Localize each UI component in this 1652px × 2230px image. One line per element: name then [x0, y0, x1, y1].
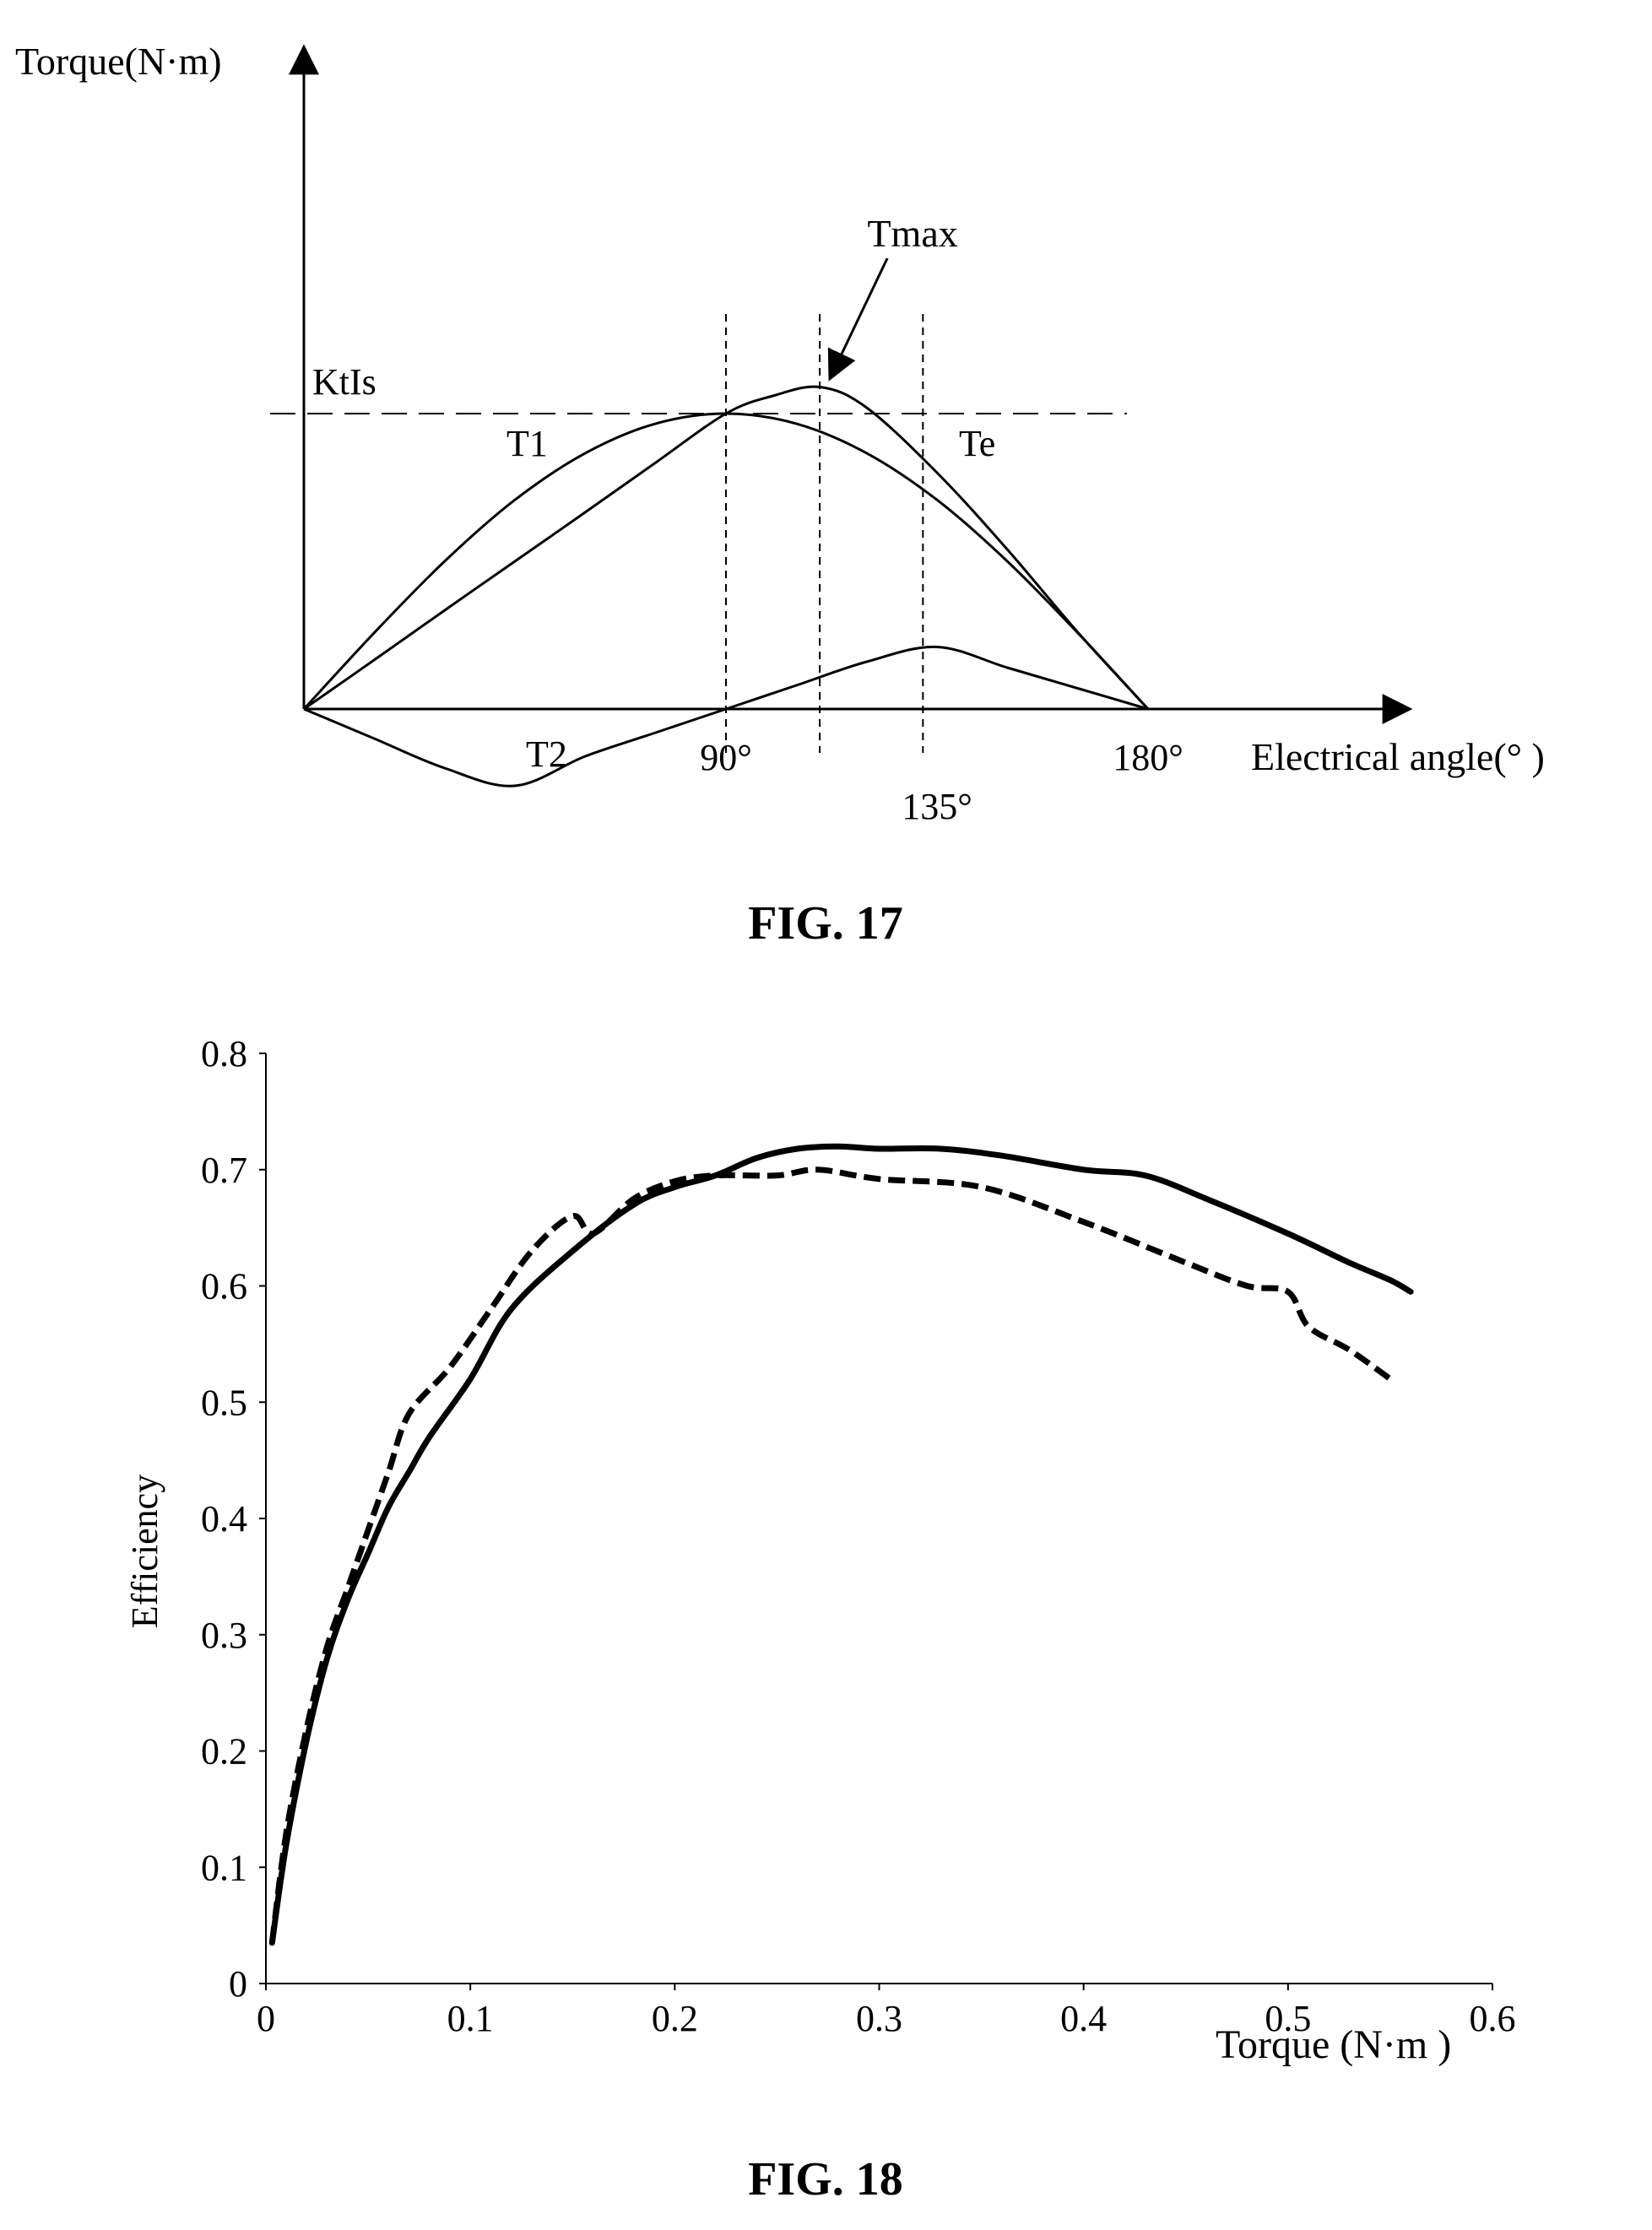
- fig17-reference-lines: [270, 314, 1127, 753]
- fig18-x-tick-label: 0.2: [652, 1998, 698, 2039]
- fig17-x-axis-label: Electrical angle(° ): [1251, 735, 1545, 778]
- fig18-x-tick-label: 0.3: [856, 1998, 902, 2039]
- fig17-chart: Torque(N·m) Electrical angle(° ) 90° 135°…: [15, 40, 1545, 950]
- fig18-y-tick-label: 0.4: [201, 1498, 247, 1540]
- fig17-series-line-t2: [303, 645, 1149, 788]
- fig17-x-tick-label: 135°: [902, 786, 972, 827]
- fig18-y-tick-label: 0.2: [201, 1731, 247, 1773]
- fig18-x-tick-label: 0.4: [1060, 1998, 1107, 2039]
- fig17-ref-label-ktis: KtIs: [312, 361, 376, 403]
- fig17-x-tick-label: 90°: [700, 737, 752, 778]
- fig17-annotations: Tmax: [827, 212, 958, 382]
- fig17-series-label-t1: T1: [506, 423, 548, 464]
- fig18-series-line-dashed: [268, 1166, 1392, 1944]
- fig18-chart: 0 0.1 0.2 0.3 0.4 0.5 0.6 0 0.1 0.2 0.3 0.4 0.5 0.6 0.…: [124, 1033, 1516, 2206]
- fig17-series-line-te: [303, 385, 1150, 711]
- fig18-x-tick-label: 0.5: [1265, 1998, 1311, 2039]
- fig18-y-tick-label: 0.1: [201, 1847, 247, 1888]
- fig18-series: [268, 1143, 1414, 1946]
- fig18-x-axis-label: Torque (N·m ): [1216, 2022, 1451, 2067]
- fig18-y-tick-label: 0.5: [201, 1382, 247, 1423]
- fig17-x-tick-label: 180°: [1113, 737, 1183, 778]
- fig17-tick-labels: 90° 135° 180°: [700, 737, 1183, 827]
- fig18-y-tick-label: 0.7: [201, 1150, 247, 1191]
- fig18-x-tick-label: 0: [257, 1998, 275, 2039]
- fig17-y-axis-label: Torque(N·m): [15, 40, 222, 83]
- fig18-tick-labels: 0 0.1 0.2 0.3 0.4 0.5 0.6 0 0.1 0.2 0.3 0.4 0.5 0.6 0.…: [201, 1033, 1516, 2039]
- fig17-annotation-arrow: [827, 257, 889, 382]
- fig18-y-tick-label: 0.6: [201, 1266, 247, 1307]
- fig18-series-line-solid: [268, 1143, 1414, 1946]
- fig18-y-axis-label: Efficiency: [124, 1475, 165, 1628]
- fig17-series: [302, 385, 1150, 788]
- fig18-y-tick-label: 0.3: [201, 1615, 247, 1656]
- fig18-x-tick-label: 0.6: [1470, 1998, 1516, 2039]
- fig17-caption: FIG. 17: [748, 897, 903, 950]
- fig17-axes: [289, 44, 1413, 724]
- fig17-series-label-t2: T2: [526, 733, 567, 775]
- fig18-caption: FIG. 18: [748, 2153, 903, 2206]
- fig18-x-tick-label: 0.1: [447, 1998, 494, 2039]
- fig17-series-label-te: Te: [959, 423, 995, 464]
- fig17-annotation-label: Tmax: [867, 212, 957, 255]
- fig18-y-tick-label: 0: [229, 1963, 247, 2005]
- fig18-axes: [259, 1053, 1493, 1990]
- fig18-y-tick-label: 0.8: [201, 1033, 247, 1074]
